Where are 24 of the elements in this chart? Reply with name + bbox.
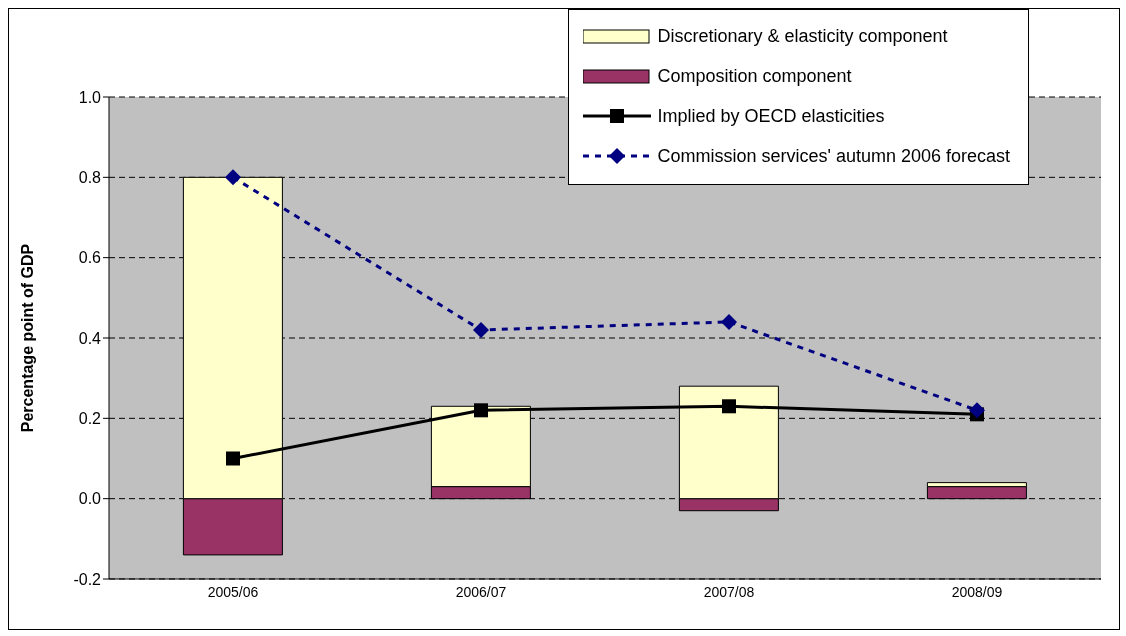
y-tick-label: 0.2 (78, 410, 102, 428)
y-tick-label: 0.0 (78, 490, 102, 508)
point (225, 169, 241, 186)
y-tick-label: 1.0 (78, 88, 102, 106)
x-tick-label: 2008/09 (951, 583, 1003, 600)
y-tick-label: -0.2 (73, 570, 102, 588)
x-tick-label: 2006/07 (455, 583, 507, 600)
point (721, 313, 737, 330)
legend-label: Discretionary & elasticity component (657, 26, 948, 46)
x-tick-label: 2005/06 (207, 583, 259, 600)
y-axis-title: Percentage point of GDP (18, 243, 36, 433)
legend-label: Commission services' autumn 2006 forecast (657, 146, 1010, 166)
point (473, 321, 489, 338)
point (969, 402, 985, 419)
point (722, 399, 736, 414)
y-tick-label: 0.6 (78, 249, 102, 267)
point (226, 451, 240, 466)
bar (926, 486, 1027, 500)
x-tick-label: 2007/08 (703, 583, 755, 600)
y-tick-label: 0.4 (78, 329, 102, 347)
point (474, 403, 488, 418)
legend-label: Implied by OECD elasticities (657, 106, 885, 126)
legend-label: Composition component (657, 66, 852, 86)
y-tick-label: 0.8 (78, 169, 102, 187)
